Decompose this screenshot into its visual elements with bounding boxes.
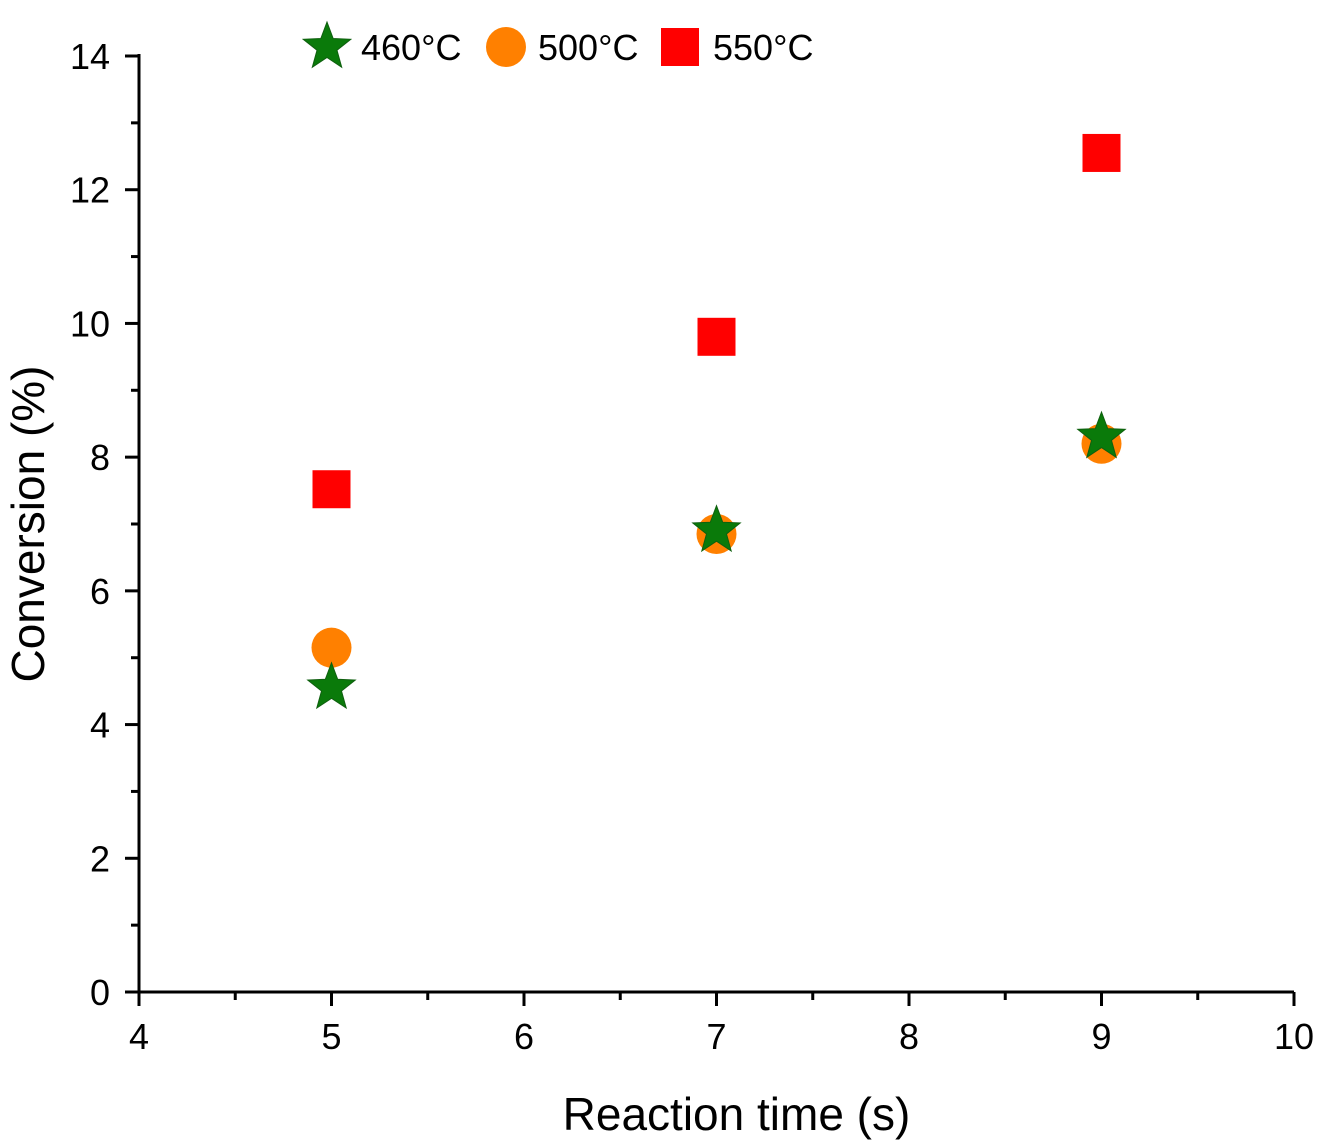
- x-tick-label: 9: [1091, 1016, 1111, 1057]
- y-tick-label: 0: [90, 972, 110, 1013]
- y-tick-label: 10: [70, 303, 110, 344]
- x-tick-label: 10: [1274, 1016, 1314, 1057]
- data-point-circle: [311, 627, 352, 668]
- x-tick-label: 6: [514, 1016, 534, 1057]
- legend-marker-circle: [486, 27, 526, 67]
- data-point-square: [697, 317, 736, 356]
- data-point-star: [691, 504, 742, 553]
- y-tick-label: 14: [70, 36, 110, 77]
- legend-label: 500°C: [538, 27, 638, 68]
- y-tick-label: 6: [90, 571, 110, 612]
- data-points: [306, 133, 1127, 710]
- ticks: 4 5 6 7 8 9 10 0 2 4 6 8 10 12 14: [70, 36, 1314, 1057]
- x-axis-title: Reaction time (s): [563, 1088, 911, 1140]
- x-tick-label: 7: [706, 1016, 726, 1057]
- y-tick-label: 2: [90, 838, 110, 879]
- x-tick-label: 5: [321, 1016, 341, 1057]
- y-tick-label: 4: [90, 705, 110, 746]
- data-point-square: [312, 470, 351, 509]
- data-point-star: [1076, 410, 1127, 459]
- legend-marker-star: [301, 20, 353, 69]
- legend: 460°C 500°C 550°C: [301, 20, 813, 69]
- legend-marker-square: [661, 28, 699, 66]
- data-point-star: [306, 661, 357, 710]
- legend-label: 550°C: [713, 27, 813, 68]
- x-tick-label: 8: [899, 1016, 919, 1057]
- y-tick-label: 12: [70, 170, 110, 211]
- y-tick-label: 8: [90, 437, 110, 478]
- y-axis-title: Conversion (%): [2, 366, 54, 683]
- legend-label: 460°C: [361, 27, 461, 68]
- x-tick-label: 4: [129, 1016, 149, 1057]
- data-point-square: [1082, 133, 1121, 172]
